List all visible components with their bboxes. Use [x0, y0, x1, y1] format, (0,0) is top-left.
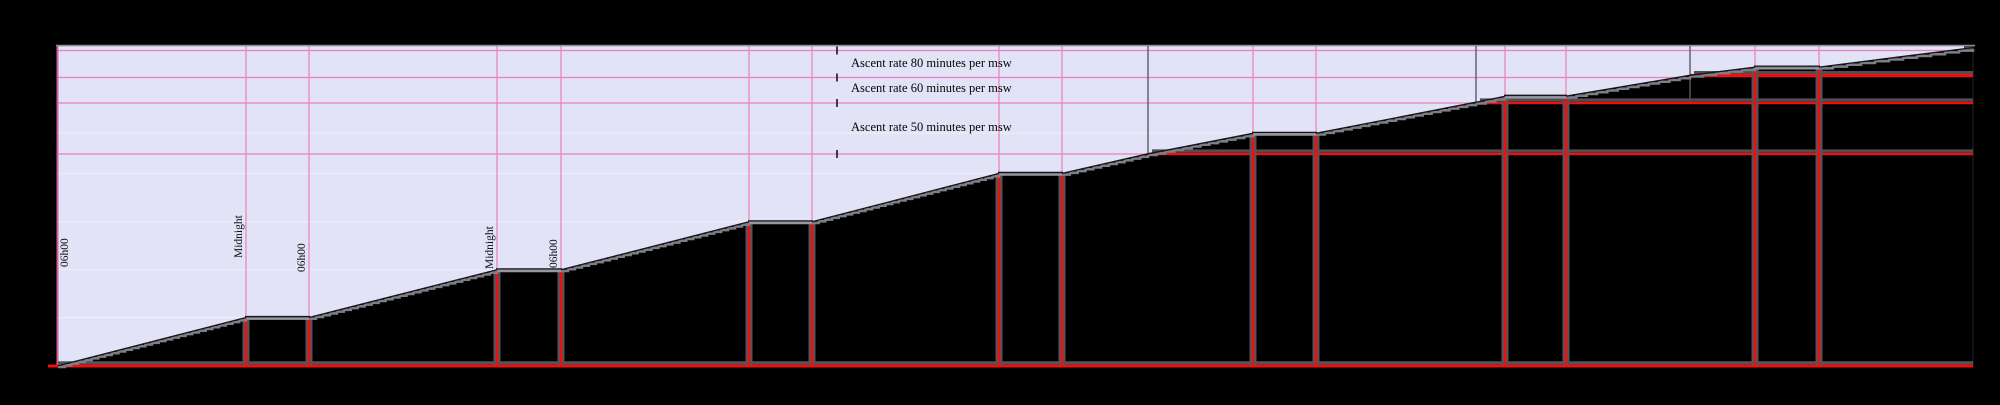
staircase-steps: [1062, 155, 1150, 176]
ascent-rate-annotation: Ascent rate 60 minutes per msw: [851, 81, 1012, 95]
time-gridline-label: Midnight: [233, 214, 245, 258]
staircase-steps: [1566, 76, 1692, 99]
ascent-rate-annotations: Ascent rate 80 minutes per msw Ascent rat…: [851, 56, 1012, 134]
ascent-line: [560, 221, 750, 271]
ascent-rate-annotation: Ascent rate 50 minutes per msw: [851, 120, 1012, 134]
time-gridline-label: 06h00: [548, 239, 560, 268]
ascent-line: [1565, 74, 1691, 97]
ascent-line: [1818, 46, 1974, 68]
night-stop-pulses: [242, 65, 1823, 366]
time-labels: 06h00 Midnight 06h00 Midnight 06h00: [59, 214, 560, 272]
staircase-steps: [58, 318, 248, 369]
staircase-steps: [1148, 134, 1255, 157]
ascent-line: [1689, 66, 1756, 76]
staircase-steps: [1819, 48, 1975, 70]
ascent-line: [308, 269, 498, 319]
ascent-line: [1475, 95, 1506, 103]
staircase-steps: [812, 174, 1001, 225]
time-gridline-label: 06h00: [59, 238, 71, 267]
ascent-line: [1315, 101, 1477, 134]
ascent-line: [1061, 153, 1149, 175]
ascent-line: [1147, 132, 1254, 155]
time-gridline-label: 06h00: [296, 243, 308, 272]
staircase-steps: [1476, 97, 1507, 105]
ascent-line: [57, 316, 247, 367]
ascent-profile: [57, 46, 1975, 369]
staircase-steps: [309, 270, 499, 320]
bottom-axis: [48, 361, 1973, 368]
plot-area-fill: [57, 46, 1973, 366]
plot-area: [57, 46, 1973, 366]
time-gridline-label: Midnight: [484, 225, 496, 269]
ascent-line: [811, 172, 1000, 223]
staircase-steps: [561, 222, 751, 273]
staircase-steps: [1690, 68, 1757, 78]
staircase-steps: [1316, 103, 1478, 136]
ascent-rate-annotation: Ascent rate 80 minutes per msw: [851, 56, 1012, 70]
